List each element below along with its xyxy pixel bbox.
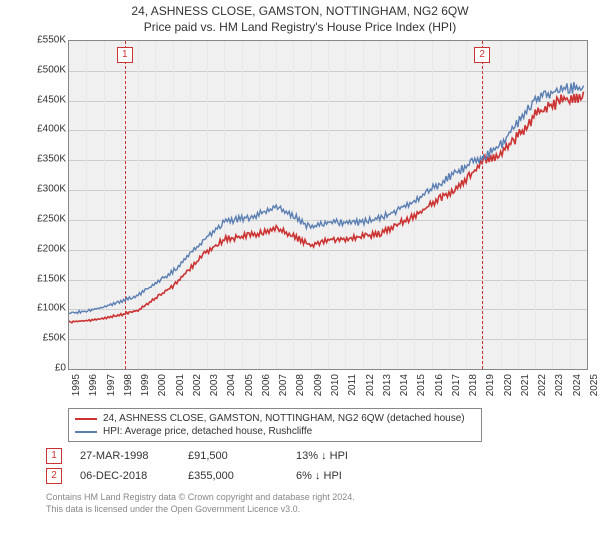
legend-item: HPI: Average price, detached house, Rush…: [75, 425, 475, 438]
x-axis-label: 2015: [416, 374, 427, 396]
transaction-row: 2 06-DEC-2018 £355,000 6% ↓ HPI: [46, 466, 566, 486]
x-axis-label: 2007: [278, 374, 289, 396]
x-axis-label: 1997: [106, 374, 117, 396]
transaction-price: £91,500: [188, 450, 278, 462]
x-axis-label: 2010: [330, 374, 341, 396]
x-axis-label: 1995: [71, 374, 82, 396]
y-axis-label: £0: [26, 363, 66, 374]
x-axis-label: 2017: [451, 374, 462, 396]
transaction-badge: 2: [46, 468, 62, 484]
x-axis-label: 2004: [226, 374, 237, 396]
y-axis-label: £200K: [26, 243, 66, 254]
x-axis-label: 2019: [485, 374, 496, 396]
x-axis-label: 1999: [140, 374, 151, 396]
x-axis-label: 2020: [503, 374, 514, 396]
x-axis-label: 2002: [192, 374, 203, 396]
legend: 24, ASHNESS CLOSE, GAMSTON, NOTTINGHAM, …: [68, 408, 482, 442]
transaction-row: 1 27-MAR-1998 £91,500 13% ↓ HPI: [46, 446, 566, 466]
x-axis-label: 2014: [399, 374, 410, 396]
chart-subtitle: Price paid vs. HM Land Registry's House …: [0, 18, 600, 40]
x-axis-label: 2023: [554, 374, 565, 396]
chart-area: 12 £0£50K£100K£150K£200K£250K£300K£350K£…: [34, 40, 594, 400]
y-axis-label: £350K: [26, 154, 66, 165]
transaction-hpi-delta: 13% ↓ HPI: [296, 450, 386, 462]
series-property-line: [69, 92, 584, 323]
legend-label: HPI: Average price, detached house, Rush…: [103, 426, 312, 437]
transaction-price: £355,000: [188, 470, 278, 482]
chart-container: 24, ASHNESS CLOSE, GAMSTON, NOTTINGHAM, …: [0, 0, 600, 560]
x-axis-label: 2006: [261, 374, 272, 396]
series-hpi-line: [69, 82, 584, 313]
series-lines: [69, 41, 587, 369]
y-axis-label: £300K: [26, 184, 66, 195]
y-axis-label: £150K: [26, 273, 66, 284]
legend-swatch: [75, 431, 97, 433]
footer-licence: This data is licensed under the Open Gov…: [46, 504, 566, 516]
x-axis-label: 2016: [434, 374, 445, 396]
transaction-badge: 1: [46, 448, 62, 464]
x-axis-label: 2011: [347, 374, 358, 396]
x-axis-label: 2012: [365, 374, 376, 396]
x-axis-label: 2009: [313, 374, 324, 396]
footer: Contains HM Land Registry data © Crown c…: [46, 492, 566, 515]
y-axis-label: £400K: [26, 124, 66, 135]
x-axis-label: 2005: [244, 374, 255, 396]
y-axis-label: £250K: [26, 213, 66, 224]
footer-copyright: Contains HM Land Registry data © Crown c…: [46, 492, 566, 504]
transaction-date: 06-DEC-2018: [80, 470, 170, 482]
transaction-hpi-delta: 6% ↓ HPI: [296, 470, 386, 482]
x-axis-label: 1998: [123, 374, 134, 396]
y-axis-label: £450K: [26, 94, 66, 105]
chart-title-address: 24, ASHNESS CLOSE, GAMSTON, NOTTINGHAM, …: [0, 0, 600, 18]
x-axis-label: 2022: [537, 374, 548, 396]
legend-item: 24, ASHNESS CLOSE, GAMSTON, NOTTINGHAM, …: [75, 412, 475, 425]
x-axis-label: 2021: [520, 374, 531, 396]
x-axis-label: 2018: [468, 374, 479, 396]
x-axis-label: 2003: [209, 374, 220, 396]
x-axis-label: 2013: [382, 374, 393, 396]
transactions-table: 1 27-MAR-1998 £91,500 13% ↓ HPI 2 06-DEC-2018…: [46, 446, 566, 486]
x-axis-label: 2001: [175, 374, 186, 396]
y-axis-label: £50K: [26, 333, 66, 344]
transaction-date: 27-MAR-1998: [80, 450, 170, 462]
y-axis-label: £550K: [26, 35, 66, 46]
x-axis-label: 2024: [572, 374, 583, 396]
x-axis-label: 2025: [589, 374, 600, 396]
y-axis-label: £500K: [26, 64, 66, 75]
legend-label: 24, ASHNESS CLOSE, GAMSTON, NOTTINGHAM, …: [103, 413, 465, 424]
legend-swatch: [75, 418, 97, 420]
y-axis-label: £100K: [26, 303, 66, 314]
x-axis-label: 1996: [88, 374, 99, 396]
x-axis-label: 2008: [295, 374, 306, 396]
plot-region: 12: [68, 40, 588, 370]
x-axis-label: 2000: [157, 374, 168, 396]
